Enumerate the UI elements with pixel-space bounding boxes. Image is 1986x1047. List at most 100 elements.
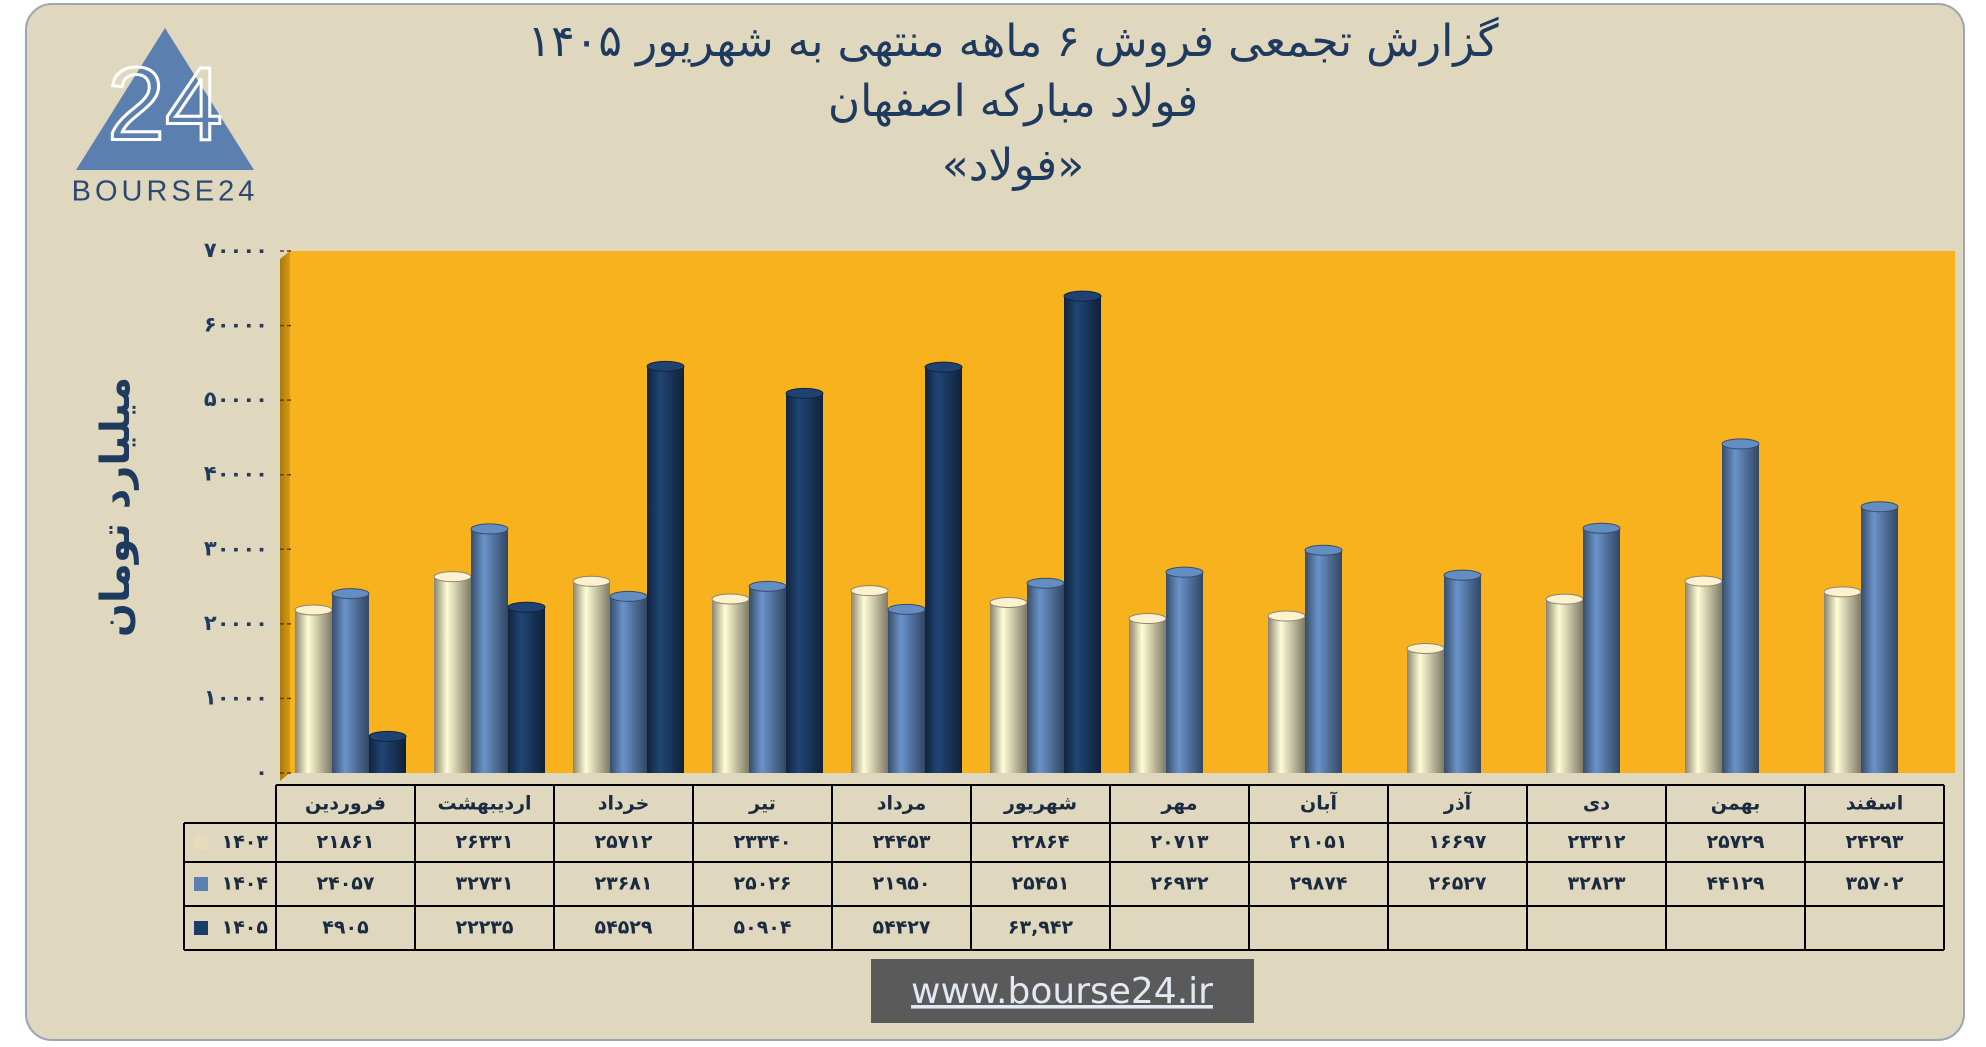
data-label: ۲۵۷۱۲	[595, 831, 653, 853]
bar	[647, 366, 684, 773]
bar-top	[507, 601, 546, 613]
data-label: ۳۲۷۳۱	[456, 873, 514, 895]
x-tick-label: تیر	[748, 793, 776, 815]
bar	[295, 609, 332, 773]
bar	[1444, 575, 1481, 773]
data-label: ۵۴۵۲۹	[595, 917, 653, 939]
y-tick-label: ۷۰۰۰۰	[204, 238, 268, 262]
bar-top	[1026, 577, 1065, 589]
data-label: ۶۳,۹۴۲	[1008, 917, 1074, 939]
chart-title: گزارش تجمعی فروش ۶ ماهه منتهی به شهریور …	[527, 16, 1498, 67]
data-label: ۲۵۴۵۱	[1012, 873, 1070, 895]
bar	[1166, 572, 1203, 773]
bar-top	[1165, 566, 1204, 578]
data-label: ۲۳۳۱۲	[1568, 831, 1626, 853]
data-label: ۲۲۲۳۵	[456, 917, 514, 939]
data-label: ۲۴۰۵۷	[317, 873, 375, 895]
legend-swatch	[194, 877, 208, 891]
logo-text: BOURSE24	[72, 176, 259, 208]
bar	[990, 602, 1027, 773]
plot-area	[290, 251, 1955, 773]
bar	[1583, 528, 1620, 773]
bar-top	[294, 604, 333, 616]
bar-top	[748, 580, 787, 592]
legend-swatch	[194, 835, 208, 850]
x-tick-label: مرداد	[877, 793, 927, 815]
data-label: ۱۶۶۹۷	[1429, 831, 1487, 853]
data-label: ۲۵۰۲۶	[734, 873, 792, 895]
legend-label: ۱۴۰۵	[222, 917, 269, 939]
x-tick-label: بهمن	[1711, 793, 1761, 815]
bar-top	[1721, 438, 1760, 450]
bar-top	[711, 593, 750, 605]
bar-top	[1545, 593, 1584, 605]
data-label: ۲۹۸۷۴	[1290, 873, 1348, 895]
bar	[1268, 616, 1305, 773]
logo-triangle	[76, 28, 254, 170]
bar-top	[1860, 501, 1899, 513]
bar-top	[433, 571, 472, 583]
y-tick-label: ۴۰۰۰۰	[204, 462, 268, 486]
bar-top	[572, 575, 611, 587]
data-label: ۲۶۵۲۷	[1429, 873, 1487, 895]
x-tick-label: اردیبهشت	[437, 793, 531, 815]
data-label: ۲۱۹۵۰	[873, 873, 931, 895]
bar	[573, 581, 610, 773]
bar	[610, 596, 647, 773]
bar	[471, 528, 508, 773]
bar	[434, 576, 471, 773]
data-label: ۲۴۲۹۳	[1846, 831, 1904, 853]
bar-top	[1823, 586, 1862, 598]
data-label: ۲۳۳۴۰	[734, 831, 792, 853]
bar-top	[1443, 569, 1482, 581]
plot: ۰ ۱۰۰۰۰ ۲۰۰۰۰ ۳۰۰۰۰ ۴۰۰۰۰ ۵۰۰۰۰ ۶۰۰۰۰ ۷۰۰۰۰ فرور…	[183, 238, 1945, 951]
plot-wall	[280, 251, 290, 781]
bar-top	[1304, 544, 1343, 556]
bar	[369, 736, 406, 773]
data-label: ۴۹۰۵	[322, 917, 369, 939]
bar-top	[989, 596, 1028, 608]
bar-top	[1128, 613, 1167, 625]
bar-top	[368, 730, 407, 742]
legend-swatch	[194, 921, 208, 935]
data-label: ۲۴۴۵۳	[873, 831, 931, 853]
legend-label: ۱۴۰۴	[222, 873, 268, 895]
x-tick-label: خرداد	[598, 793, 650, 815]
x-tick-label: اسفند	[1846, 793, 1904, 815]
bar	[888, 609, 925, 773]
y-tick-label: ۳۰۰۰۰	[204, 536, 268, 560]
y-tick-label: ۵۰۰۰۰	[204, 387, 268, 411]
bar	[786, 393, 823, 773]
legend-label: ۱۴۰۳	[222, 831, 269, 853]
bar	[851, 590, 888, 773]
bar-top	[1406, 642, 1445, 654]
data-label: ۲۰۷۱۳	[1151, 831, 1209, 853]
bar	[1305, 550, 1342, 773]
bar-top	[887, 603, 926, 615]
data-label: ۳۲۸۲۳	[1568, 873, 1626, 895]
data-label: ۲۳۶۸۱	[595, 873, 653, 895]
bar	[1722, 443, 1759, 773]
bar	[1027, 583, 1064, 773]
footer-box	[871, 959, 1254, 1023]
data-label: ۲۶۹۳۲	[1151, 873, 1209, 895]
x-tick-label: فروردین	[305, 793, 386, 815]
bar-top	[1063, 290, 1102, 302]
bar-top	[850, 585, 889, 597]
bar	[712, 598, 749, 773]
bar	[508, 607, 545, 773]
footer-url: www.bourse24.ir	[911, 971, 1213, 1012]
bar-top	[331, 588, 370, 600]
bar-top	[609, 590, 648, 602]
bar	[925, 367, 962, 773]
bar-top	[924, 361, 963, 373]
bar-top	[1267, 610, 1306, 622]
data-label: ۲۱۰۵۱	[1290, 831, 1348, 853]
y-tick-label: ۱۰۰۰۰	[204, 685, 268, 709]
x-tick-label: شهریور	[1003, 793, 1077, 815]
bar-top	[785, 387, 824, 399]
data-label: ۲۲۸۶۴	[1012, 831, 1070, 853]
y-tick-label: ۰	[255, 760, 268, 784]
x-tick-label: آذر	[1443, 791, 1472, 815]
bar	[1861, 506, 1898, 773]
